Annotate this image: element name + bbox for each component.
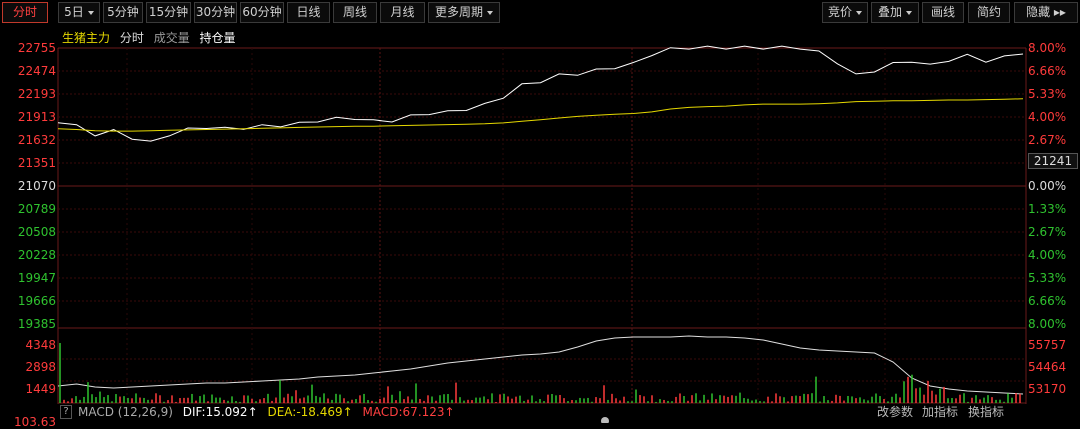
- price-axis-label: 21070: [17, 179, 56, 193]
- price-axis-label: 20508: [17, 225, 56, 239]
- price-axis-label: 21632: [17, 133, 56, 147]
- price-axis-label: 21913: [17, 110, 56, 124]
- period-tab-9[interactable]: 更多周期: [428, 2, 500, 23]
- price-axis-label: 19947: [17, 271, 56, 285]
- percent-axis-label: 8.00%: [1028, 41, 1067, 55]
- price-axis-label: 20789: [17, 202, 56, 216]
- toolbar-right-button-0[interactable]: 竞价: [822, 2, 868, 23]
- percent-axis-label: 2.67%: [1028, 225, 1067, 239]
- open-interest-axis-label: 53170: [1028, 382, 1067, 396]
- dif-value: DIF:15.092↑: [182, 405, 258, 419]
- period-tab-8[interactable]: 月线: [380, 2, 425, 23]
- price-axis-label: 22474: [17, 64, 56, 78]
- percent-axis-label: 8.00%: [1028, 317, 1067, 331]
- price-line: [57, 45, 1024, 142]
- period-tab-4[interactable]: 30分钟: [194, 2, 237, 23]
- open-interest-axis-label: 55757: [1028, 338, 1067, 352]
- legend-item-volume[interactable]: 成交量: [153, 31, 190, 45]
- chart-legend: 生猪主力 分时 成交量 持仓量: [62, 30, 242, 46]
- current-price-box: 21241: [1028, 153, 1078, 169]
- open-interest-axis-label: 54464: [1028, 360, 1067, 374]
- percent-axis-label: 4.00%: [1028, 110, 1067, 124]
- average-price-line: [57, 98, 1024, 132]
- switch-indicator-button[interactable]: 换指标: [968, 405, 1005, 419]
- legend-item-timeshare[interactable]: 分时: [119, 31, 144, 45]
- indicator-name[interactable]: MACD (12,26,9): [78, 405, 173, 419]
- percent-axis-label: 6.66%: [1028, 64, 1067, 78]
- volume-axis-label: 1449: [25, 382, 56, 396]
- price-axis-label: 22193: [17, 87, 56, 101]
- contract-name: 生猪主力: [62, 31, 111, 45]
- macd-value: MACD:67.123↑: [362, 405, 455, 419]
- change-params-button[interactable]: 改参数: [877, 405, 914, 419]
- dea-value: DEA:-18.469↑: [267, 405, 353, 419]
- add-indicator-button[interactable]: 加指标: [922, 405, 959, 419]
- period-tab-6[interactable]: 日线: [287, 2, 330, 23]
- macd-axis-cut-label: 103.63: [14, 415, 56, 429]
- volume-axis-label: 4348: [25, 338, 56, 352]
- price-axis-label: 19385: [17, 317, 56, 331]
- percent-axis-label: 6.66%: [1028, 294, 1067, 308]
- percent-axis-label: 0.00%: [1028, 179, 1067, 193]
- percent-axis-label: 4.00%: [1028, 248, 1067, 262]
- legend-item-open-interest[interactable]: 持仓量: [199, 31, 236, 45]
- indicator-bar: MACD (12,26,9) DIF:15.092↑ DEA:-18.469↑ …: [78, 404, 1048, 421]
- period-tab-3[interactable]: 15分钟: [146, 2, 191, 23]
- help-button[interactable]: ?: [60, 405, 72, 419]
- price-axis-label: 21351: [17, 156, 56, 170]
- period-tab-5[interactable]: 60分钟: [240, 2, 284, 23]
- period-tab-7[interactable]: 周线: [333, 2, 377, 23]
- toolbar-right-button-4[interactable]: 隐藏 ▸▸: [1014, 2, 1078, 23]
- percent-axis-label: 1.33%: [1028, 202, 1067, 216]
- period-toolbar: 分时 5日 5分钟 15分钟 30分钟 60分钟 日线 周线 月线 更多周期 竞价 叠加 画线 简约 隐藏 …: [0, 0, 1080, 26]
- percent-axis-label: 2.67%: [1028, 133, 1067, 147]
- scroll-indicator-dot: [601, 417, 609, 423]
- period-tab-0[interactable]: 分时: [2, 2, 48, 23]
- toolbar-right-button-3[interactable]: 简约: [968, 2, 1010, 23]
- open-interest-line: [57, 335, 1024, 395]
- price-axis-label: 22755: [17, 41, 56, 55]
- price-axis-label: 19666: [17, 294, 56, 308]
- price-axis-label: 20228: [17, 248, 56, 262]
- volume-axis-label: 2898: [25, 360, 56, 374]
- percent-axis-label: 5.33%: [1028, 271, 1067, 285]
- toolbar-right-button-2[interactable]: 画线: [922, 2, 964, 23]
- percent-axis-label: 5.33%: [1028, 87, 1067, 101]
- period-tab-1[interactable]: 5日: [58, 2, 100, 23]
- toolbar-right-button-1[interactable]: 叠加: [871, 2, 919, 23]
- period-tab-2[interactable]: 5分钟: [103, 2, 143, 23]
